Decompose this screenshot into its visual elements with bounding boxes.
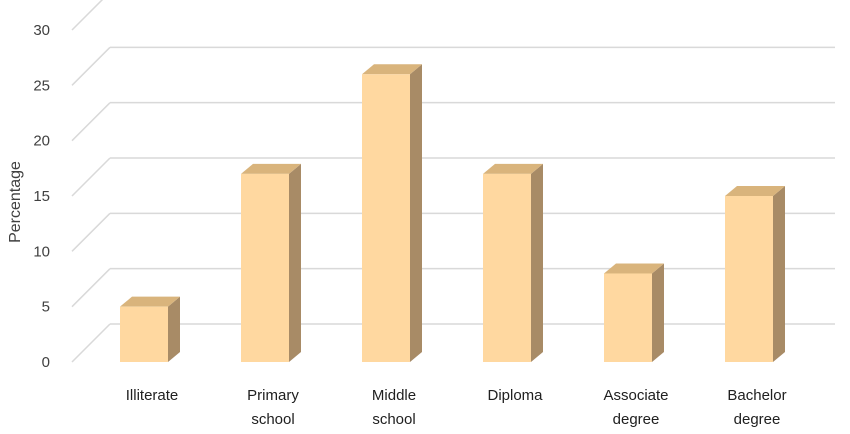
category-label-line: Bachelor (727, 387, 786, 404)
bar (725, 186, 785, 362)
y-tick-label: 15 (33, 188, 50, 205)
category-labels: Illiterate Primary school Middle school Diplo… (126, 387, 787, 428)
y-axis-title: Percentage (7, 161, 24, 243)
gridline-diagonal (71, 46, 111, 86)
bar-front-face (362, 74, 410, 363)
category-label-line: school (372, 411, 415, 428)
category-label-line: Illiterate (126, 387, 179, 404)
category-label: Diploma (487, 387, 543, 404)
gridline-diagonal (71, 212, 111, 252)
gridline-diagonal (71, 0, 104, 31)
bar-side-face (652, 263, 664, 362)
category-label-line: degree (613, 411, 660, 428)
category-label: Primary school (247, 387, 299, 428)
bar-front-face (483, 173, 531, 362)
gridline-diagonal (71, 323, 111, 363)
y-tick-label: 5 (42, 299, 50, 316)
bar-top-face (120, 296, 180, 307)
bar-front-face (120, 306, 168, 362)
bar-front-face (241, 173, 289, 362)
y-tick-label: 25 (33, 77, 50, 94)
y-tick-label: 10 (33, 243, 50, 260)
category-label-line: Diploma (487, 387, 543, 404)
bar (241, 163, 301, 362)
y-tick-labels: 0 5 10 15 20 25 30 (33, 22, 50, 371)
category-label: Illiterate (126, 387, 179, 404)
gridline-diagonal (71, 157, 111, 197)
bar (120, 296, 180, 362)
gridlines (71, 0, 835, 363)
bar-side-face (773, 186, 785, 362)
bar-side-face (168, 296, 180, 362)
bar-front-face (604, 273, 652, 362)
category-label: Associate degree (603, 387, 668, 428)
bar-top-face (604, 263, 664, 274)
bar-top-face (241, 163, 301, 174)
bar (483, 163, 543, 362)
bar (604, 263, 664, 362)
bars (120, 64, 785, 363)
category-label-line: Primary (247, 387, 299, 404)
bar-front-face (725, 196, 773, 362)
bar-side-face (410, 64, 422, 363)
bar-top-face (725, 186, 785, 196)
bar-side-face (531, 163, 543, 362)
category-label-line: school (251, 411, 294, 428)
bar (362, 64, 422, 363)
category-label-line: Associate (603, 387, 668, 404)
y-tick-label: 30 (33, 22, 50, 39)
bar-side-face (289, 163, 301, 362)
category-label-line: degree (734, 411, 781, 428)
category-label: Middle school (372, 387, 416, 428)
category-label-line: Middle (372, 387, 416, 404)
y-tick-label: 0 (42, 354, 50, 371)
category-label: Bachelor degree (727, 387, 786, 428)
y-tick-label: 20 (33, 133, 50, 150)
gridline-diagonal (71, 268, 111, 308)
bar-top-face (483, 163, 543, 174)
bar-top-face (362, 64, 422, 75)
gridline-diagonal (71, 102, 111, 142)
